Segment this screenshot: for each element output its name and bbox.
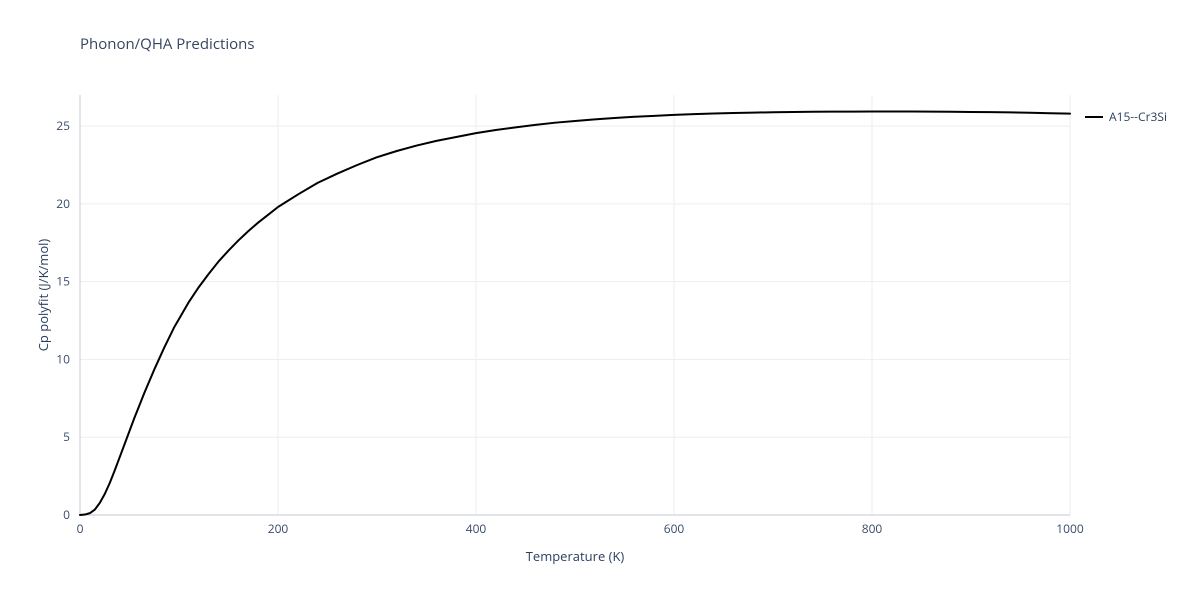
y-axis-label: Cp polyfit (J/K/mol) — [34, 225, 52, 365]
svg-text:25: 25 — [56, 117, 70, 134]
svg-text:5: 5 — [63, 428, 70, 445]
svg-text:200: 200 — [268, 520, 289, 537]
svg-text:400: 400 — [466, 520, 487, 537]
x-axis-label: Temperature (K) — [515, 547, 635, 565]
chart-plot-area[interactable]: 0 200 400 600 800 1000 0 5 10 15 20 25 — [0, 0, 1200, 600]
chart-title: Phonon/QHA Predictions — [80, 34, 255, 54]
legend-label: A15--Cr3Si — [1109, 108, 1167, 125]
svg-text:20: 20 — [56, 195, 70, 212]
svg-text:800: 800 — [862, 520, 883, 537]
legend-swatch — [1085, 116, 1103, 118]
svg-text:0: 0 — [77, 520, 84, 537]
chart-container: { "chart": { "type": "line", "title": "P… — [0, 0, 1200, 600]
svg-text:10: 10 — [56, 350, 70, 367]
legend[interactable]: A15--Cr3Si — [1085, 108, 1167, 125]
svg-text:15: 15 — [56, 273, 70, 290]
svg-text:1000: 1000 — [1056, 520, 1084, 537]
svg-text:0: 0 — [63, 506, 70, 523]
series-A15--Cr3Si[interactable] — [80, 111, 1070, 515]
svg-text:600: 600 — [664, 520, 685, 537]
